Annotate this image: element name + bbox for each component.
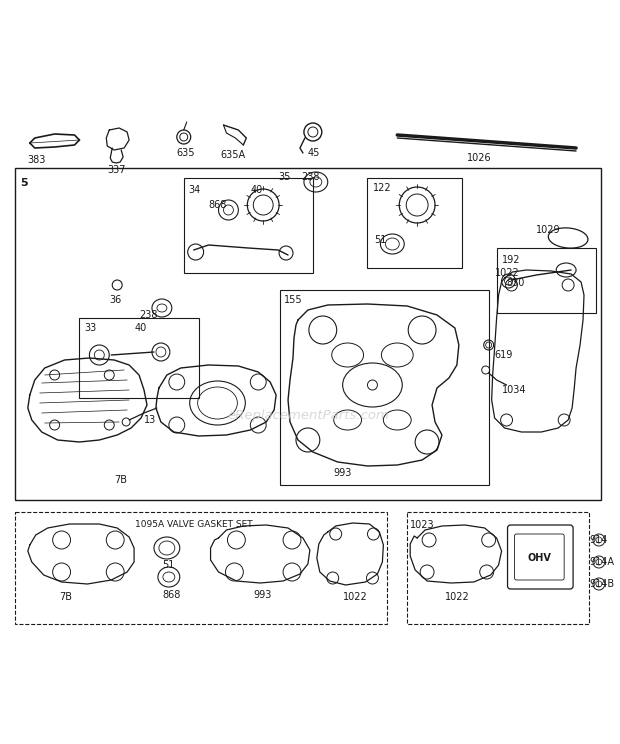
Bar <box>368 178 462 268</box>
Text: 383: 383 <box>28 155 46 165</box>
Text: 1034: 1034 <box>502 385 526 395</box>
Text: 155: 155 <box>284 295 303 305</box>
Text: 993: 993 <box>254 590 272 600</box>
Text: 122: 122 <box>373 183 391 193</box>
Text: 51: 51 <box>162 560 174 570</box>
Bar <box>407 512 589 624</box>
Text: 40: 40 <box>134 323 146 333</box>
Text: 33: 33 <box>84 323 97 333</box>
Text: 619: 619 <box>495 350 513 360</box>
Bar <box>15 168 601 500</box>
Text: 830: 830 <box>507 278 525 288</box>
Text: 5: 5 <box>20 178 27 188</box>
Text: 34: 34 <box>188 185 201 195</box>
Text: 238: 238 <box>139 310 157 320</box>
Text: OHV: OHV <box>528 553 551 563</box>
Text: 192: 192 <box>502 255 520 265</box>
Text: 1022: 1022 <box>445 592 470 602</box>
Text: 51: 51 <box>374 235 387 245</box>
Text: 993: 993 <box>334 468 352 478</box>
Text: 868: 868 <box>208 200 227 210</box>
Text: 1023: 1023 <box>410 520 435 530</box>
Text: eReplacementParts.com: eReplacementParts.com <box>227 408 389 422</box>
Text: 914A: 914A <box>589 557 614 567</box>
Bar <box>280 290 489 485</box>
Text: 914B: 914B <box>589 579 614 589</box>
Text: 45: 45 <box>308 148 321 158</box>
Text: 238: 238 <box>301 172 319 182</box>
Text: 1022: 1022 <box>495 268 520 278</box>
Bar <box>15 512 388 624</box>
Bar <box>184 178 313 273</box>
Text: 7B: 7B <box>60 592 73 602</box>
Bar <box>79 318 198 398</box>
Text: 1022: 1022 <box>343 592 368 602</box>
Text: 35: 35 <box>278 172 291 182</box>
Text: 7B: 7B <box>114 475 127 485</box>
Text: 40: 40 <box>250 185 262 195</box>
Text: 635A: 635A <box>221 150 246 160</box>
Text: 635: 635 <box>177 148 195 158</box>
Text: 1095A VALVE GASKET SET: 1095A VALVE GASKET SET <box>135 520 252 529</box>
Text: 914: 914 <box>589 535 608 545</box>
Text: 1026: 1026 <box>467 153 492 163</box>
Text: 337: 337 <box>107 165 126 175</box>
Text: 1029: 1029 <box>536 225 561 235</box>
Text: 13: 13 <box>144 415 156 425</box>
Text: 868: 868 <box>162 590 180 600</box>
Text: 36: 36 <box>109 295 122 305</box>
Bar <box>497 248 596 313</box>
